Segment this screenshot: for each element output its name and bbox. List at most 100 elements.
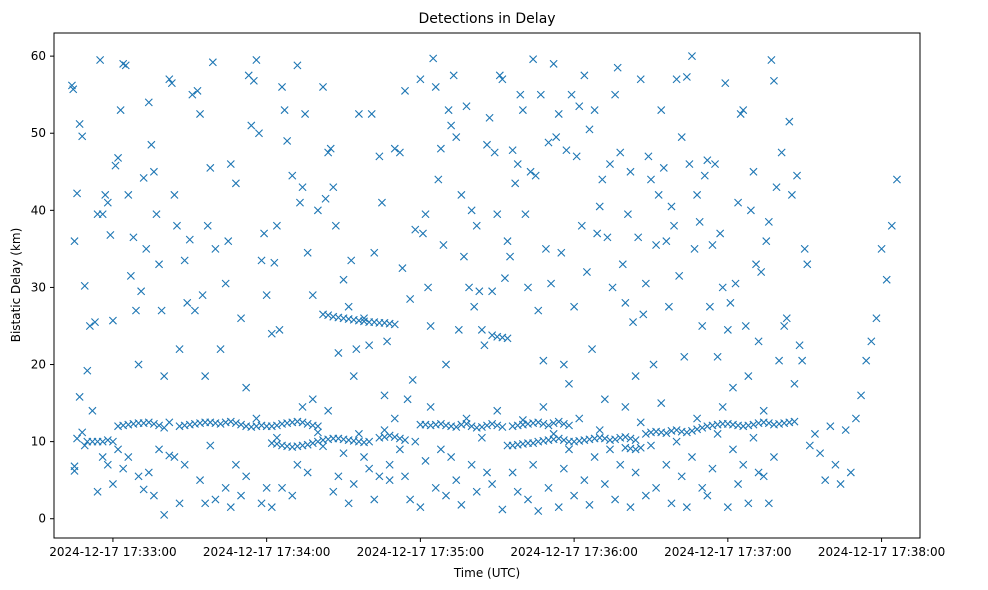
data-point — [775, 356, 784, 365]
data-point — [126, 271, 135, 280]
data-point — [739, 460, 748, 469]
data-point — [360, 314, 369, 323]
data-point — [339, 275, 348, 284]
data-point — [636, 443, 645, 452]
data-point — [129, 233, 138, 242]
data-point — [641, 429, 650, 438]
data-point — [354, 109, 363, 118]
data-point — [216, 419, 225, 428]
data-point — [675, 271, 684, 280]
data-point — [549, 419, 558, 428]
data-point — [324, 311, 333, 320]
data-point — [667, 499, 676, 508]
data-point — [477, 422, 486, 431]
data-point — [175, 345, 184, 354]
data-point — [562, 146, 571, 155]
data-point — [557, 248, 566, 257]
data-point — [298, 418, 307, 427]
data-point — [764, 499, 773, 508]
data-point — [403, 395, 412, 404]
data-point — [301, 109, 310, 118]
data-point — [892, 175, 901, 184]
data-point — [549, 59, 558, 68]
data-point — [513, 487, 522, 496]
data-point — [564, 379, 573, 388]
data-point — [249, 76, 258, 85]
data-point — [267, 503, 276, 512]
data-point — [534, 418, 543, 427]
data-point — [580, 476, 589, 485]
data-point — [508, 146, 517, 155]
data-point — [139, 485, 148, 494]
data-point — [685, 160, 694, 169]
data-point — [626, 503, 635, 512]
data-point — [293, 61, 302, 70]
data-point — [452, 133, 461, 142]
data-point — [172, 221, 181, 230]
data-point — [723, 325, 732, 334]
data-point — [728, 445, 737, 454]
data-point — [564, 421, 573, 430]
data-point — [360, 453, 369, 462]
data-point — [749, 167, 758, 176]
data-point — [693, 414, 702, 423]
data-point — [262, 483, 271, 492]
data-point — [529, 55, 538, 64]
data-point — [206, 163, 215, 172]
data-point — [641, 279, 650, 288]
data-point — [206, 441, 215, 450]
data-point — [303, 248, 312, 257]
data-point — [529, 439, 538, 448]
data-point — [275, 325, 284, 334]
chart-title: Detections in Delay — [418, 11, 555, 27]
data-point — [465, 283, 474, 292]
data-point — [334, 348, 343, 357]
data-point — [677, 472, 686, 481]
data-point — [436, 445, 445, 454]
data-point — [780, 321, 789, 330]
data-point — [485, 113, 494, 122]
data-point — [383, 337, 392, 346]
data-point — [170, 190, 179, 199]
data-point — [380, 391, 389, 400]
data-point — [96, 55, 105, 64]
data-point — [401, 436, 410, 445]
data-point — [544, 483, 553, 492]
data-point — [821, 476, 830, 485]
data-point — [231, 460, 240, 469]
data-point — [693, 190, 702, 199]
data-point — [152, 210, 161, 219]
data-point — [114, 153, 123, 162]
data-point — [193, 86, 202, 95]
data-point — [539, 356, 548, 365]
data-point — [495, 71, 504, 80]
data-point — [534, 306, 543, 315]
data-point — [303, 440, 312, 449]
data-point — [69, 85, 78, 94]
data-point — [703, 491, 712, 500]
data-point — [631, 445, 640, 454]
data-point — [149, 491, 158, 500]
data-point — [144, 98, 153, 107]
data-point — [708, 241, 717, 250]
data-point — [662, 460, 671, 469]
y-tick-label: 50 — [31, 126, 46, 140]
data-point — [554, 417, 563, 426]
data-point — [221, 483, 230, 492]
data-point — [452, 422, 461, 431]
data-point — [590, 453, 599, 462]
data-point — [857, 391, 866, 400]
data-point — [221, 279, 230, 288]
x-tick-label: 2024-12-17 17:38:00 — [818, 545, 945, 559]
data-point — [349, 372, 358, 381]
data-point — [682, 428, 691, 437]
data-point — [380, 426, 389, 435]
data-point — [73, 189, 82, 198]
data-point — [687, 52, 696, 61]
x-axis-label: Time (UTC) — [453, 566, 520, 580]
data-point — [226, 160, 235, 169]
data-point — [682, 72, 691, 81]
data-point — [621, 298, 630, 307]
data-point — [623, 210, 632, 219]
